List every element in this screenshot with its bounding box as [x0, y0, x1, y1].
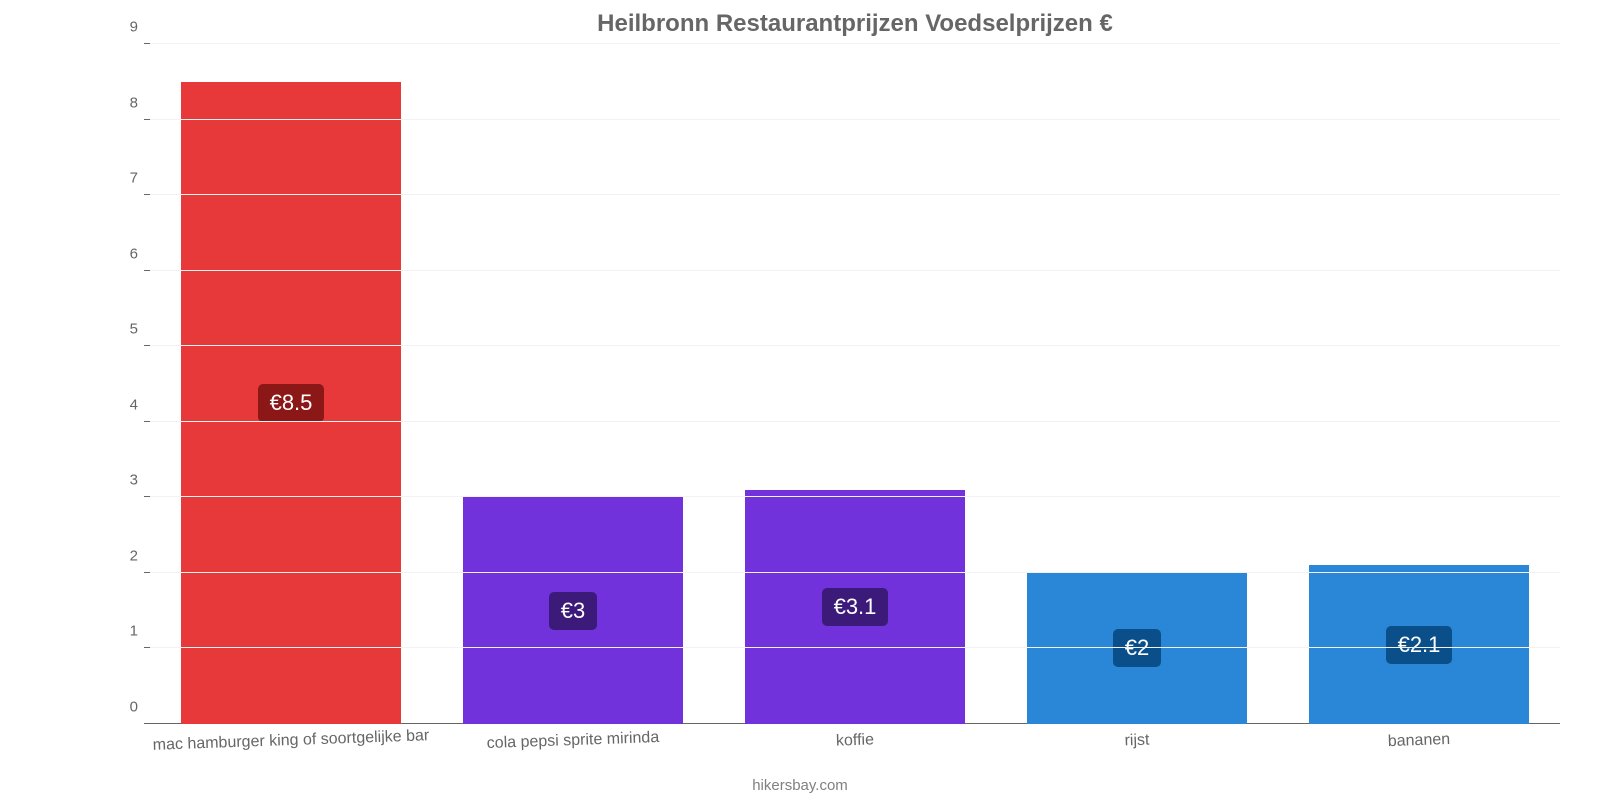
- grid-line: [150, 421, 1560, 422]
- y-axis-tick: [144, 496, 150, 497]
- x-axis-label: mac hamburger king of soortgelijke bar: [150, 727, 432, 755]
- y-axis-tick: [144, 345, 150, 346]
- x-axis-label: cola pepsi sprite mirinda: [432, 727, 714, 755]
- y-axis-tick: [144, 270, 150, 271]
- grid-line: [150, 119, 1560, 120]
- value-badge: €3: [549, 592, 597, 630]
- x-axis-label: bananen: [1278, 727, 1560, 755]
- bar: €3.1: [745, 490, 965, 724]
- y-axis-tick: [144, 723, 150, 724]
- y-axis-tick: [144, 119, 150, 120]
- bar-slot: €2.1: [1278, 44, 1560, 724]
- chart-container: Heilbronn Restaurantprijzen Voedselprijz…: [0, 0, 1600, 800]
- bar: €3: [463, 497, 683, 724]
- grid-line: [150, 43, 1560, 44]
- grid-line: [150, 345, 1560, 346]
- y-axis-label: 8: [130, 94, 150, 111]
- x-axis-labels: mac hamburger king of soortgelijke barco…: [150, 732, 1560, 750]
- y-axis-tick: [144, 572, 150, 573]
- y-axis-label: 2: [130, 547, 150, 564]
- value-badge: €3.1: [822, 588, 889, 626]
- y-axis-label: 5: [130, 321, 150, 338]
- x-axis-label: rijst: [996, 727, 1278, 755]
- grid-line: [150, 496, 1560, 497]
- bars-group: €8.5 €3 €3.1 €2 €2.1: [150, 44, 1560, 724]
- y-axis-tick: [144, 647, 150, 648]
- x-axis-label: koffie: [714, 727, 996, 755]
- plot-area: €8.5€3€3.1€2€2.1 0123456789: [150, 44, 1560, 724]
- bar: €8.5: [181, 82, 401, 724]
- y-axis-label: 3: [130, 472, 150, 489]
- y-axis-tick: [144, 43, 150, 44]
- bar-slot: €3: [432, 44, 714, 724]
- bar-slot: €3.1: [714, 44, 996, 724]
- y-axis-label: 0: [130, 699, 150, 716]
- y-axis-label: 1: [130, 623, 150, 640]
- bar: €2.1: [1309, 565, 1529, 724]
- y-axis-label: 9: [130, 19, 150, 36]
- bar-slot: €8.5: [150, 44, 432, 724]
- grid-line: [150, 572, 1560, 573]
- grid-line: [150, 270, 1560, 271]
- grid-line: [150, 194, 1560, 195]
- grid-line: [150, 647, 1560, 648]
- chart-title: Heilbronn Restaurantprijzen Voedselprijz…: [150, 10, 1560, 38]
- y-axis-tick: [144, 421, 150, 422]
- y-axis-label: 4: [130, 396, 150, 413]
- value-badge: €2.1: [1386, 626, 1453, 664]
- chart-footer: hikersbay.com: [0, 777, 1600, 794]
- bar-slot: €2: [996, 44, 1278, 724]
- y-axis-tick: [144, 194, 150, 195]
- y-axis-label: 6: [130, 245, 150, 262]
- value-badge: €8.5: [258, 384, 325, 422]
- y-axis-label: 7: [130, 170, 150, 187]
